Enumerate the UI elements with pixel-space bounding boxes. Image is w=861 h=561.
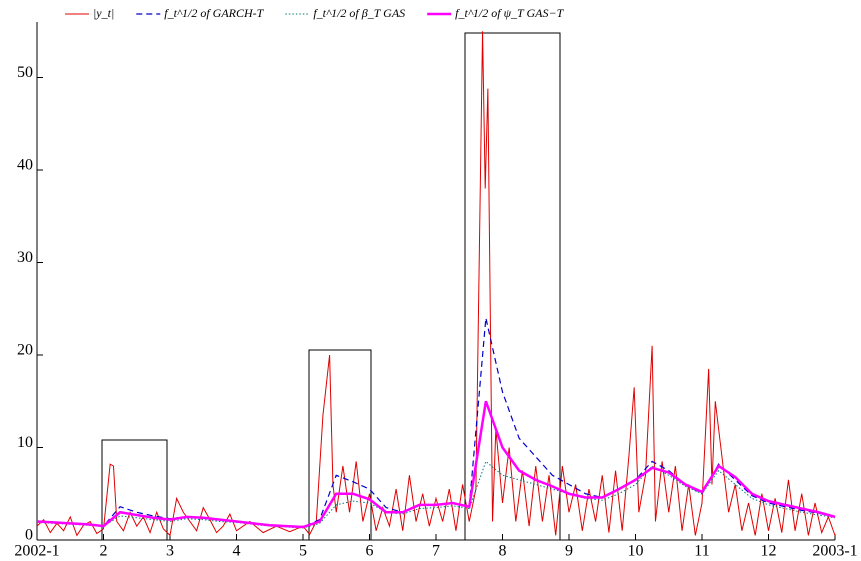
y-tick-label: 40	[17, 157, 33, 174]
x-tick-label: 10	[628, 543, 644, 560]
legend-label: f_t^1/2 of GARCH-T	[164, 6, 264, 20]
y-tick-label: 10	[17, 434, 33, 451]
x-tick-label: 9	[565, 543, 573, 560]
legend-label: f_t^1/2 of ψ_T GAS−T	[455, 6, 564, 20]
x-tick-label: 12	[761, 543, 777, 560]
series-line	[36, 31, 836, 537]
highlight-box	[101, 439, 168, 541]
x-tick-label: 11	[694, 543, 709, 560]
x-tick-label: 3	[166, 543, 174, 560]
x-tick-label: 5	[299, 543, 307, 560]
x-tick-label: 4	[233, 543, 241, 560]
y-tick-label: 20	[17, 342, 33, 359]
legend-label: f_t^1/2 of β_T GAS	[313, 6, 405, 20]
series-line	[36, 317, 836, 528]
series-line	[36, 460, 836, 529]
x-tick-label: 6	[366, 543, 374, 560]
x-tick-label: 7	[432, 543, 440, 560]
series-line	[36, 400, 836, 529]
y-tick-label: 50	[17, 64, 33, 81]
x-tick-label: 2003-1	[812, 543, 857, 560]
x-tick-label: 2002-1	[14, 543, 59, 560]
legend-label: |y_t|	[93, 6, 114, 20]
x-tick-label: 2	[100, 543, 108, 560]
x-tick-label: 8	[499, 543, 507, 560]
y-tick-label: 30	[17, 249, 33, 266]
y-tick-label: 0	[25, 527, 33, 544]
